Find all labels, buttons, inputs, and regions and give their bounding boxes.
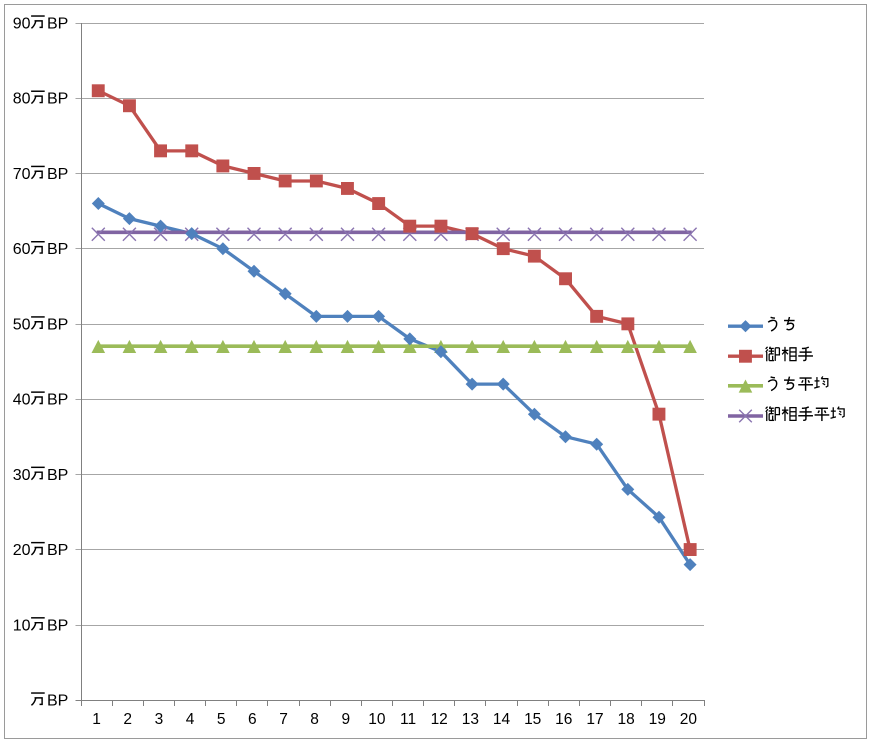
svg-text:10: 10 bbox=[368, 711, 386, 728]
svg-text:BP: BP bbox=[47, 392, 68, 409]
svg-text:40: 40 bbox=[13, 392, 31, 409]
svg-text:70: 70 bbox=[13, 166, 31, 183]
svg-text:30: 30 bbox=[13, 467, 31, 484]
svg-text:12: 12 bbox=[431, 711, 448, 728]
svg-text:14: 14 bbox=[493, 711, 511, 728]
svg-text:BP: BP bbox=[47, 542, 68, 559]
svg-text:6: 6 bbox=[248, 711, 257, 728]
svg-text:11: 11 bbox=[400, 711, 416, 728]
svg-text:2: 2 bbox=[123, 711, 132, 728]
svg-text:4: 4 bbox=[186, 711, 195, 728]
svg-text:13: 13 bbox=[462, 711, 479, 728]
svg-text:BP: BP bbox=[47, 241, 68, 258]
svg-text:19: 19 bbox=[649, 711, 666, 728]
svg-text:90: 90 bbox=[13, 16, 31, 33]
svg-text:20: 20 bbox=[680, 711, 698, 728]
svg-text:BP: BP bbox=[47, 693, 68, 710]
svg-text:80: 80 bbox=[13, 91, 31, 108]
svg-text:3: 3 bbox=[155, 711, 164, 728]
svg-text:20: 20 bbox=[13, 542, 31, 559]
svg-text:BP: BP bbox=[47, 91, 68, 108]
svg-text:7: 7 bbox=[279, 711, 288, 728]
svg-text:5: 5 bbox=[217, 711, 226, 728]
svg-text:BP: BP bbox=[47, 617, 68, 634]
svg-text:BP: BP bbox=[47, 467, 68, 484]
svg-text:18: 18 bbox=[617, 711, 634, 728]
svg-text:60: 60 bbox=[13, 241, 31, 258]
svg-text:BP: BP bbox=[47, 16, 68, 33]
svg-text:BP: BP bbox=[47, 166, 68, 183]
svg-text:50: 50 bbox=[13, 316, 31, 333]
svg-text:1: 1 bbox=[92, 711, 101, 728]
svg-text:15: 15 bbox=[524, 711, 541, 728]
svg-text:BP: BP bbox=[47, 316, 68, 333]
svg-text:16: 16 bbox=[555, 711, 572, 728]
svg-text:8: 8 bbox=[310, 711, 319, 728]
svg-text:9: 9 bbox=[341, 711, 350, 728]
svg-text:17: 17 bbox=[586, 711, 603, 728]
svg-text:10: 10 bbox=[13, 617, 31, 634]
